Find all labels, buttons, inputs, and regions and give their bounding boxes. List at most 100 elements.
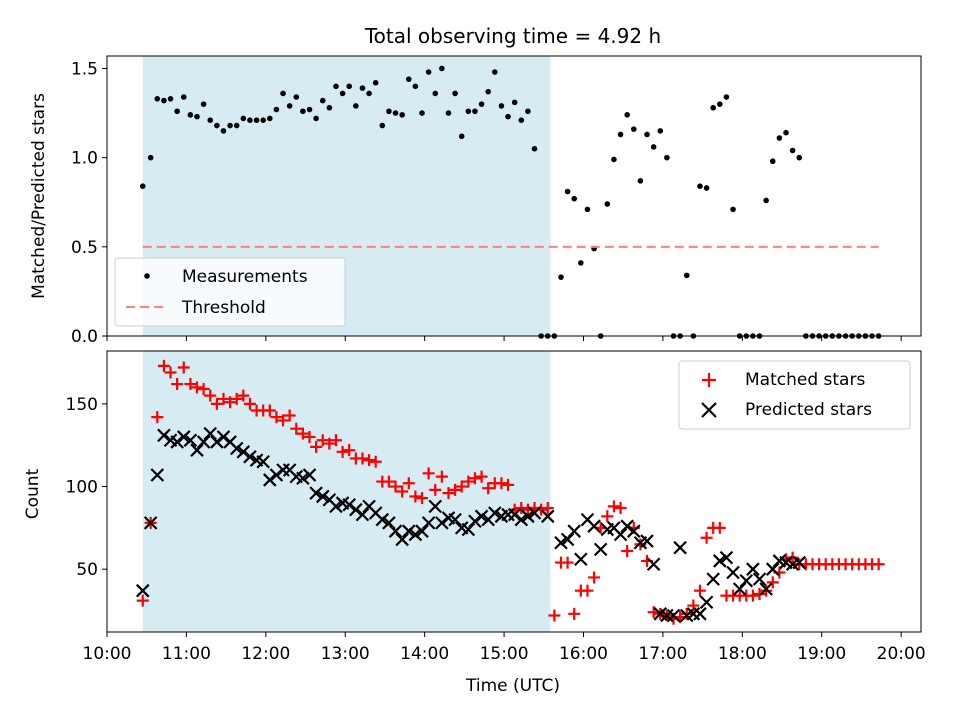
predicted-stars-point	[765, 562, 780, 576]
predicted-stars-point	[157, 428, 171, 443]
measurements-point	[783, 129, 789, 136]
predicted-stars-point	[395, 532, 409, 547]
measurements-point	[386, 108, 392, 115]
predicted-stars-point	[263, 473, 277, 487]
predicted-stars-point	[666, 608, 681, 623]
predicted-stars-point	[216, 430, 231, 444]
measurements-point	[683, 272, 690, 279]
measurements-point	[346, 83, 353, 90]
measurements-point	[379, 122, 386, 129]
legend-measurements-marker	[144, 273, 150, 279]
measurements-point	[584, 206, 591, 213]
measurements-point	[525, 108, 531, 115]
predicted-stars-point	[474, 509, 489, 524]
predicted-stars-point	[514, 512, 529, 527]
predicted-stars-point	[627, 524, 641, 538]
predicted-stars-point	[315, 489, 330, 504]
measurements-point	[730, 206, 736, 213]
measurements-point	[558, 274, 564, 280]
matched-stars-point	[409, 490, 422, 503]
measurements-point	[571, 195, 578, 202]
top-y-axis-label: Matched/Predicted stars	[29, 93, 49, 299]
top-panel: 0.0 0.5 1.0 1.5 Total observing time = 4.92…	[29, 24, 922, 347]
matched-stars-point	[329, 434, 342, 447]
predicted-stars-point	[190, 443, 204, 457]
measurements-point	[200, 101, 207, 107]
measurements-point	[392, 110, 399, 116]
measurements-point	[333, 83, 339, 90]
matched-stars-point	[296, 427, 309, 440]
bottom-legend: Matched stars Predicted stars	[678, 360, 911, 430]
bottom-x-axis-label: Time (UTC)	[465, 676, 560, 696]
matched-stars-point	[753, 587, 766, 600]
predicted-stars-point	[488, 506, 502, 520]
predicted-stars-point	[435, 516, 449, 530]
predicted-stars-point	[587, 519, 601, 533]
predicted-stars-point	[732, 582, 747, 596]
top-x-axis-ticks	[106, 336, 902, 341]
matched-stars-point	[475, 470, 488, 483]
predicted-stars-point	[150, 468, 165, 482]
measurements-point	[293, 94, 300, 100]
predicted-stars-point	[421, 516, 436, 530]
measurements-point	[419, 110, 425, 116]
matched-stars-point	[402, 477, 415, 490]
measurements-point	[432, 90, 439, 97]
measurements-point	[439, 65, 445, 72]
matched-stars-point	[151, 411, 164, 424]
matched-stars-point	[614, 502, 627, 515]
top-legend-box	[114, 257, 346, 327]
predicted-stars-point	[574, 552, 588, 567]
top-y-tick-label: 1.5	[71, 59, 98, 79]
predicted-stars-point	[540, 509, 555, 524]
matched-stars-point	[713, 521, 726, 534]
measurements-point	[478, 101, 485, 107]
predicted-stars-point	[170, 435, 184, 449]
measurements-point	[147, 154, 154, 161]
measurements-point	[578, 260, 584, 266]
predicted-stars-point	[309, 486, 323, 500]
matched-stars-point	[561, 556, 574, 569]
measurements-point	[161, 97, 167, 104]
predicted-stars-point	[521, 509, 535, 524]
measurements-point	[300, 108, 306, 115]
predicted-stars-point	[329, 499, 343, 514]
matched-stars-point	[230, 392, 243, 405]
top-y-tick-label: 0.0	[71, 327, 98, 347]
predicted-stars-point	[183, 433, 198, 448]
matched-stars-point	[157, 359, 170, 372]
predicted-stars-point	[342, 497, 356, 512]
measurements-point	[306, 106, 313, 113]
predicted-stars-point	[229, 441, 244, 456]
matched-stars-point	[277, 414, 290, 427]
matched-stars-point	[204, 389, 217, 402]
measurements-point	[697, 183, 703, 189]
matched-stars-point	[356, 452, 369, 465]
matched-stars-point	[588, 571, 601, 584]
bottom-x-tick-label: 10:00	[83, 644, 132, 664]
measurements-point	[458, 133, 465, 140]
measurements-point	[717, 101, 723, 107]
measurements-point	[425, 69, 432, 75]
bottom-x-tick-label: 20:00	[877, 644, 926, 664]
measurements-point	[644, 131, 650, 138]
measurements-point	[353, 103, 359, 109]
matched-stars-point	[263, 404, 276, 417]
legend-predicted-marker	[701, 402, 717, 418]
matched-stars-point	[687, 599, 700, 612]
matched-stars-point	[343, 444, 356, 457]
measurements-point	[664, 154, 670, 161]
measurements-point	[657, 128, 664, 134]
matched-stars-point	[442, 487, 455, 500]
predicted-stars-point	[792, 555, 807, 570]
bottom-x-tick-label: 13:00	[321, 644, 370, 664]
predicted-stars-point	[203, 426, 218, 441]
measurements-point	[796, 154, 803, 161]
matched-stars-point	[290, 422, 303, 435]
predicted-stars-point	[713, 554, 727, 568]
predicted-stars-point	[296, 471, 310, 486]
matched-stars-point	[336, 445, 349, 458]
measurements-point	[564, 188, 571, 195]
matched-stars-point	[515, 502, 528, 515]
